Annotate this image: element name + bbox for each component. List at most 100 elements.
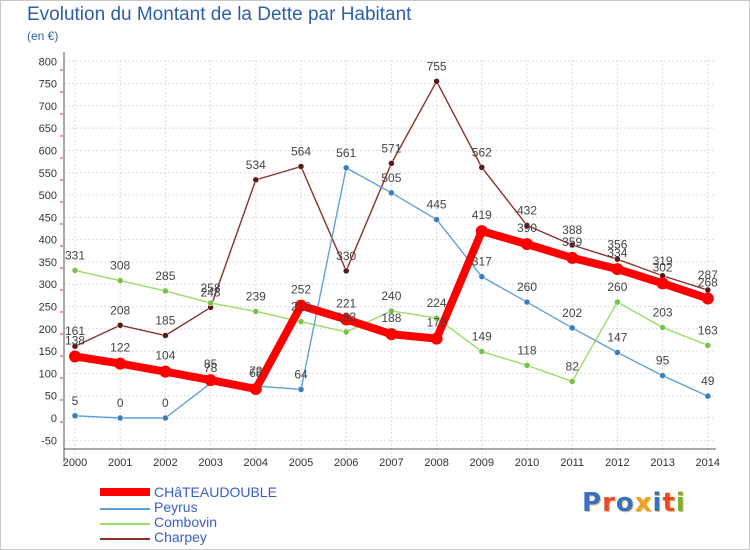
data-label: 330 [336, 249, 356, 263]
data-label: 216 [291, 300, 311, 314]
logo-letter: t [662, 488, 676, 518]
data-label: 258 [201, 281, 221, 295]
legend-label: Combovin [154, 514, 218, 530]
legend-label: Peyrus [154, 499, 198, 515]
y-tick-label: 800 [39, 56, 57, 68]
data-point [614, 349, 621, 356]
data-label: 432 [517, 203, 537, 217]
y-tick-label: 50 [45, 391, 57, 403]
data-label: 388 [562, 223, 582, 237]
y-tick-label: 600 [39, 145, 57, 157]
data-label: 95 [656, 354, 670, 368]
data-label: 64 [294, 367, 308, 381]
data-point [159, 365, 172, 378]
data-point [478, 164, 486, 171]
data-point [568, 324, 576, 332]
y-tick-label: 300 [39, 279, 57, 291]
data-point [568, 378, 576, 385]
y-tick-label: 100 [39, 368, 57, 380]
data-label: 445 [427, 198, 447, 212]
data-point [523, 362, 531, 369]
data-point [659, 324, 666, 331]
data-label: 49 [701, 374, 715, 388]
data-point [659, 372, 666, 379]
data-point [162, 414, 169, 422]
data-label: 118 [517, 343, 536, 357]
data-label: 564 [291, 145, 311, 159]
data-label: 317 [472, 255, 492, 269]
data-label: 240 [381, 289, 401, 303]
data-label: 178 [427, 316, 447, 330]
legend-label: Charpey [154, 529, 207, 545]
data-label: 287 [698, 268, 718, 282]
data-label: 72 [249, 364, 263, 378]
axes: -500501001502002503003504004505005506006… [39, 52, 720, 469]
x-tick-label: 2004 [244, 457, 268, 469]
x-tick-label: 2011 [560, 457, 584, 469]
y-tick-label: 150 [39, 346, 57, 358]
data-point [297, 163, 305, 170]
data-label: 161 [65, 324, 85, 338]
data-point [701, 292, 714, 305]
data-point [614, 298, 621, 306]
data-point [433, 78, 440, 85]
logo-letter: x [634, 488, 653, 518]
data-point [704, 342, 712, 349]
data-label: 534 [246, 158, 266, 172]
data-label: 285 [155, 269, 175, 283]
chart-subtitle: (en €) [27, 29, 59, 43]
data-label: 260 [517, 280, 537, 294]
data-label: 193 [336, 310, 356, 324]
data-label: 138 [65, 333, 85, 347]
data-point [71, 412, 79, 420]
data-point [430, 332, 443, 345]
data-point [162, 287, 169, 295]
x-tick-label: 2009 [470, 457, 494, 469]
data-point [475, 225, 488, 238]
x-tick-label: 2001 [108, 457, 132, 469]
logo-letter: r [602, 488, 616, 518]
data-point [521, 238, 533, 251]
proxiti-logo: Proxiti [582, 488, 686, 518]
data-label: 122 [110, 341, 130, 355]
data-point [704, 392, 712, 400]
data-label: 268 [698, 275, 718, 289]
data-label: 147 [607, 330, 627, 344]
data-label: 221 [336, 296, 356, 310]
chart-title: Evolution du Montant de la Dette par Hab… [27, 4, 412, 25]
data-point [342, 267, 350, 275]
data-point [297, 318, 305, 325]
data-label: 82 [566, 359, 580, 373]
data-point [340, 313, 353, 326]
data-label: 356 [607, 237, 627, 251]
data-label: 85 [204, 357, 218, 371]
x-tick-label: 2007 [379, 457, 403, 469]
data-point [656, 277, 669, 290]
data-point [116, 414, 124, 422]
data-label: 185 [155, 314, 175, 328]
legend-swatch [100, 538, 150, 540]
data-point [385, 328, 398, 341]
data-point [295, 299, 307, 312]
logo-letter: P [582, 488, 603, 518]
data-label: 248 [201, 285, 221, 299]
data-point [69, 350, 81, 363]
data-labels: 1612081852485345643305717555624323883563… [65, 59, 718, 410]
data-label: 561 [336, 146, 356, 160]
data-point [204, 374, 217, 387]
y-tick-label: 450 [39, 212, 57, 224]
grid-lines [64, 60, 716, 462]
data-point [433, 216, 440, 223]
x-tick-label: 2002 [153, 457, 177, 469]
data-label: 334 [607, 246, 627, 260]
data-point [611, 263, 624, 276]
y-tick-label: 400 [39, 235, 57, 247]
x-tick-label: 2003 [198, 457, 222, 469]
legend-swatch [100, 488, 150, 496]
y-tick-label: 750 [39, 79, 57, 91]
data-point [614, 256, 621, 263]
y-tick-label: 250 [39, 302, 57, 314]
series-lines [69, 78, 714, 422]
data-label: 224 [427, 296, 447, 310]
